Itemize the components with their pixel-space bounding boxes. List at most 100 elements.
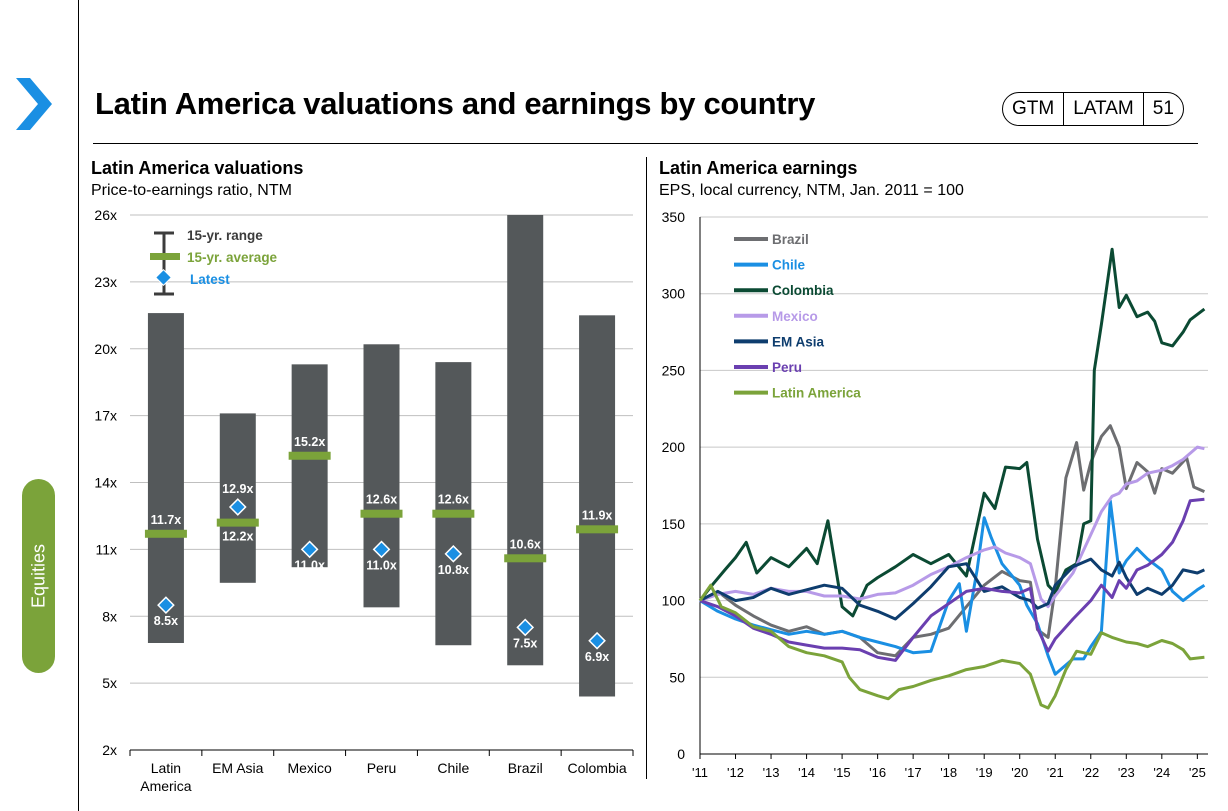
x-tick-label: '15 (834, 765, 851, 780)
series-line (698, 583, 1205, 710)
range-bar (147, 313, 184, 643)
left-panel-subtitle: Price-to-earnings ratio, NTM (91, 182, 292, 199)
section-tab[interactable]: Equities (22, 479, 55, 673)
average-marker (144, 529, 187, 538)
average-marker (216, 518, 259, 527)
legend-average-label: 15-yr. average (187, 250, 278, 265)
range-bar (435, 362, 472, 646)
tag-region: LATAM (1063, 93, 1143, 125)
series-line (699, 499, 1206, 676)
average-data-label: 12.2x (222, 530, 253, 544)
tag-gtm: GTM (1012, 98, 1055, 119)
average-data-label: 11.9x (582, 508, 613, 522)
latest-data-label: 8.5x (154, 614, 178, 628)
legend-label: Latin America (772, 386, 861, 401)
y-tick-label: 250 (662, 362, 686, 378)
legend-label: Colombia (772, 283, 834, 298)
latest-marker (157, 596, 175, 614)
y-tick-label: 17x (94, 408, 117, 424)
average-marker (576, 525, 619, 534)
latest-data-label: 11.0x (366, 558, 397, 572)
header-rule (93, 143, 1198, 144)
x-category-label: Latin (151, 760, 181, 776)
legend-label: EM Asia (772, 334, 825, 349)
x-category-label: Peru (367, 760, 397, 776)
latest-marker (228, 498, 247, 516)
legend-label: Mexico (772, 309, 818, 324)
x-tick-label: '19 (976, 765, 993, 780)
latest-marker (516, 618, 535, 637)
x-tick-label: '24 (1153, 765, 1170, 780)
average-data-label: 11.7x (151, 513, 182, 527)
earnings-chart: 0 50 100 150 200 250 300 350 '11 '12 '13 '14 '15 '16 '… (662, 209, 1208, 780)
y-tick-label: 50 (669, 669, 685, 685)
page-tags: GTM LATAM 51 (1002, 92, 1184, 126)
series-line (699, 424, 1205, 658)
x-tick-label: '17 (905, 765, 922, 780)
y-tick-label: 350 (662, 209, 686, 225)
average-marker (288, 451, 331, 460)
average-data-label: 15.2x (294, 435, 325, 449)
y-tick-label: 11x (95, 541, 117, 557)
x-tick-label: '18 (940, 765, 957, 780)
x-tick-label: '23 (1118, 765, 1135, 780)
x-tick-label: '21 (1047, 765, 1064, 780)
legend-latest-icon (155, 269, 172, 286)
latest-marker (588, 631, 606, 650)
x-tick-label: '11 (692, 765, 708, 780)
x-tick-label: '20 (1011, 765, 1028, 780)
left-panel-title: Latin America valuations (91, 158, 304, 178)
legend-average-icon (150, 253, 180, 260)
x-tick-label: '13 (763, 765, 780, 780)
x-category-label: America (140, 778, 192, 794)
y-tick-label: 300 (662, 286, 686, 302)
x-category-label: EM Asia (212, 760, 264, 776)
x-tick-label: '14 (798, 765, 815, 780)
y-tick-label: 100 (662, 593, 686, 609)
latest-data-label: 7.5x (513, 636, 537, 650)
average-data-label: 10.6x (510, 537, 541, 551)
y-tick-label: 26x (94, 207, 117, 223)
tag-page-number: 51 (1142, 93, 1183, 125)
y-tick-label: 200 (662, 439, 686, 455)
range-bar (507, 215, 544, 666)
average-marker (432, 509, 475, 518)
y-tick-label: 5x (102, 675, 117, 691)
series-line (699, 497, 1205, 662)
y-tick-label: 14x (94, 475, 117, 491)
left-margin-line (78, 0, 79, 811)
legend-label: Peru (772, 360, 802, 375)
x-tick-label: '16 (869, 765, 886, 780)
average-data-label: 12.6x (366, 493, 397, 507)
x-tick-label: '12 (727, 765, 744, 780)
latest-marker (300, 540, 319, 559)
legend-range-label: 15-yr. range (187, 228, 263, 243)
y-tick-label: 23x (94, 274, 117, 290)
legend-latest-label: Latest (190, 272, 230, 287)
x-category-label: Mexico (287, 760, 332, 776)
range-bar (291, 364, 328, 568)
latest-data-label: 6.9x (585, 650, 609, 664)
y-tick-label: 150 (662, 516, 686, 532)
average-marker (504, 554, 547, 563)
y-tick-label: 8x (102, 608, 117, 624)
x-category-label: Chile (437, 760, 469, 776)
x-tick-label: '25 (1189, 765, 1206, 780)
latest-data-label: 10.8x (438, 563, 469, 577)
series-line (699, 557, 1206, 621)
average-marker (360, 509, 403, 518)
x-category-label: Brazil (508, 760, 543, 776)
latest-marker (372, 540, 391, 559)
panel-divider (646, 157, 647, 779)
y-tick-label: 20x (94, 341, 117, 357)
latest-marker (444, 544, 463, 563)
series-line (698, 247, 1206, 618)
page-title: Latin America valuations and earnings by… (95, 86, 816, 121)
series-line (699, 445, 1205, 609)
chevron-right-icon (16, 78, 52, 130)
latest-data-label: 12.9x (222, 482, 253, 496)
latest-data-label: 11.0x (294, 558, 325, 572)
y-tick-label: 0 (677, 746, 685, 762)
x-tick-label: '22 (1082, 765, 1099, 780)
range-bar (219, 413, 256, 583)
